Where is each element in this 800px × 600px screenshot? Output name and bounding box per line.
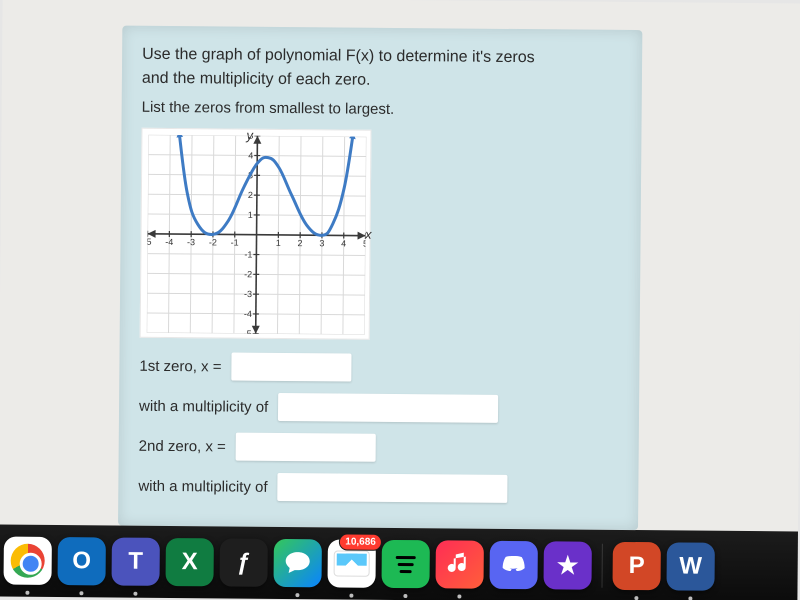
imovie-icon: ★: [557, 551, 579, 580]
macos-desktop: Use the graph of polynomial F(x) to dete…: [0, 0, 800, 600]
running-indicator: [25, 591, 29, 595]
running-indicator: [349, 594, 353, 598]
svg-text:4: 4: [248, 151, 253, 161]
running-indicator: [133, 592, 137, 596]
music-icon: [446, 550, 474, 578]
running-indicator: [634, 596, 638, 600]
prompt-line-3: List the zeros from smallest to largest.: [142, 99, 622, 120]
svg-text:4: 4: [341, 239, 346, 249]
svg-text:-2: -2: [209, 238, 217, 248]
discord-icon: [499, 550, 529, 580]
svg-text:-2: -2: [244, 269, 252, 279]
dock-app-discord[interactable]: [489, 541, 537, 589]
prompt-line-1: Use the graph of polynomial F(x) to dete…: [142, 44, 622, 70]
dock-app-spotify[interactable]: [381, 540, 429, 588]
dock-app-teams[interactable]: T: [111, 537, 159, 585]
running-indicator: [403, 594, 407, 598]
polynomial-graph: y x -5-4-3-2-112345-5-4-3-2-112345: [140, 128, 372, 340]
svg-text:-4: -4: [165, 237, 173, 247]
dock-app-excel[interactable]: X: [165, 538, 213, 586]
dock-app-outlook[interactable]: O: [57, 537, 105, 585]
answer-row-zero1: 1st zero, x =: [139, 352, 619, 384]
svg-text:1: 1: [276, 238, 281, 248]
dock-app-word[interactable]: W: [666, 542, 714, 590]
running-indicator: [688, 597, 692, 600]
label-zero1: 1st zero, x =: [139, 357, 221, 375]
svg-text:-5: -5: [244, 329, 252, 335]
answer-row-mult2: with a multiplicity of: [138, 472, 618, 504]
outlook-icon: O: [72, 547, 91, 575]
powerpoint-icon: P: [629, 552, 645, 580]
dock-app-mail[interactable]: 10,686: [327, 539, 375, 587]
svg-text:2: 2: [248, 190, 253, 200]
svg-text:-3: -3: [187, 237, 195, 247]
macos-dock: O T Xƒ 10,686 ★ P W: [0, 525, 798, 600]
finder-icon: ƒ: [237, 549, 251, 577]
label-mult1: with a multiplicity of: [139, 397, 268, 415]
spotify-icon: [392, 550, 420, 578]
input-mult2[interactable]: [277, 473, 507, 503]
word-icon: W: [679, 552, 702, 580]
svg-text:-3: -3: [244, 289, 252, 299]
dock-app-messages[interactable]: [273, 539, 321, 587]
running-indicator: [79, 591, 83, 595]
svg-text:-1: -1: [231, 238, 239, 248]
messages-icon: [283, 548, 313, 578]
chrome-icon: [11, 544, 45, 578]
dock-app-imovie[interactable]: ★: [543, 541, 591, 589]
svg-text:-1: -1: [244, 250, 252, 260]
input-zero1[interactable]: [231, 353, 351, 382]
dock-app-powerpoint[interactable]: P: [612, 542, 660, 590]
svg-text:5: 5: [248, 135, 253, 141]
answer-row-mult1: with a multiplicity of: [139, 392, 619, 424]
svg-text:3: 3: [319, 238, 324, 248]
input-mult1[interactable]: [278, 393, 498, 423]
dock-app-finder[interactable]: ƒ: [219, 538, 267, 586]
svg-text:-5: -5: [147, 237, 152, 247]
svg-text:1: 1: [248, 210, 253, 220]
svg-text:-4: -4: [244, 309, 252, 319]
input-zero2[interactable]: [236, 433, 376, 462]
dock-app-chrome[interactable]: [4, 537, 52, 585]
label-mult2: with a multiplicity of: [138, 477, 267, 495]
svg-text:2: 2: [298, 238, 303, 248]
excel-icon: X: [182, 548, 198, 576]
running-indicator: [295, 593, 299, 597]
answer-row-zero2: 2nd zero, x =: [139, 432, 619, 464]
axis-label-x: x: [365, 227, 372, 242]
running-indicator: [457, 595, 461, 599]
polynomial-graph-svg: -5-4-3-2-112345-5-4-3-2-112345: [147, 135, 367, 335]
mail-badge: 10,686: [339, 533, 382, 550]
mail-icon: [334, 550, 370, 576]
dock-separator: [601, 544, 602, 588]
label-zero2: 2nd zero, x =: [139, 437, 226, 455]
question-card: Use the graph of polynomial F(x) to dete…: [118, 26, 642, 531]
prompt-line-2: and the multiplicity of each zero.: [142, 67, 622, 93]
teams-icon: T: [128, 548, 143, 576]
dock-app-music[interactable]: [435, 540, 483, 588]
